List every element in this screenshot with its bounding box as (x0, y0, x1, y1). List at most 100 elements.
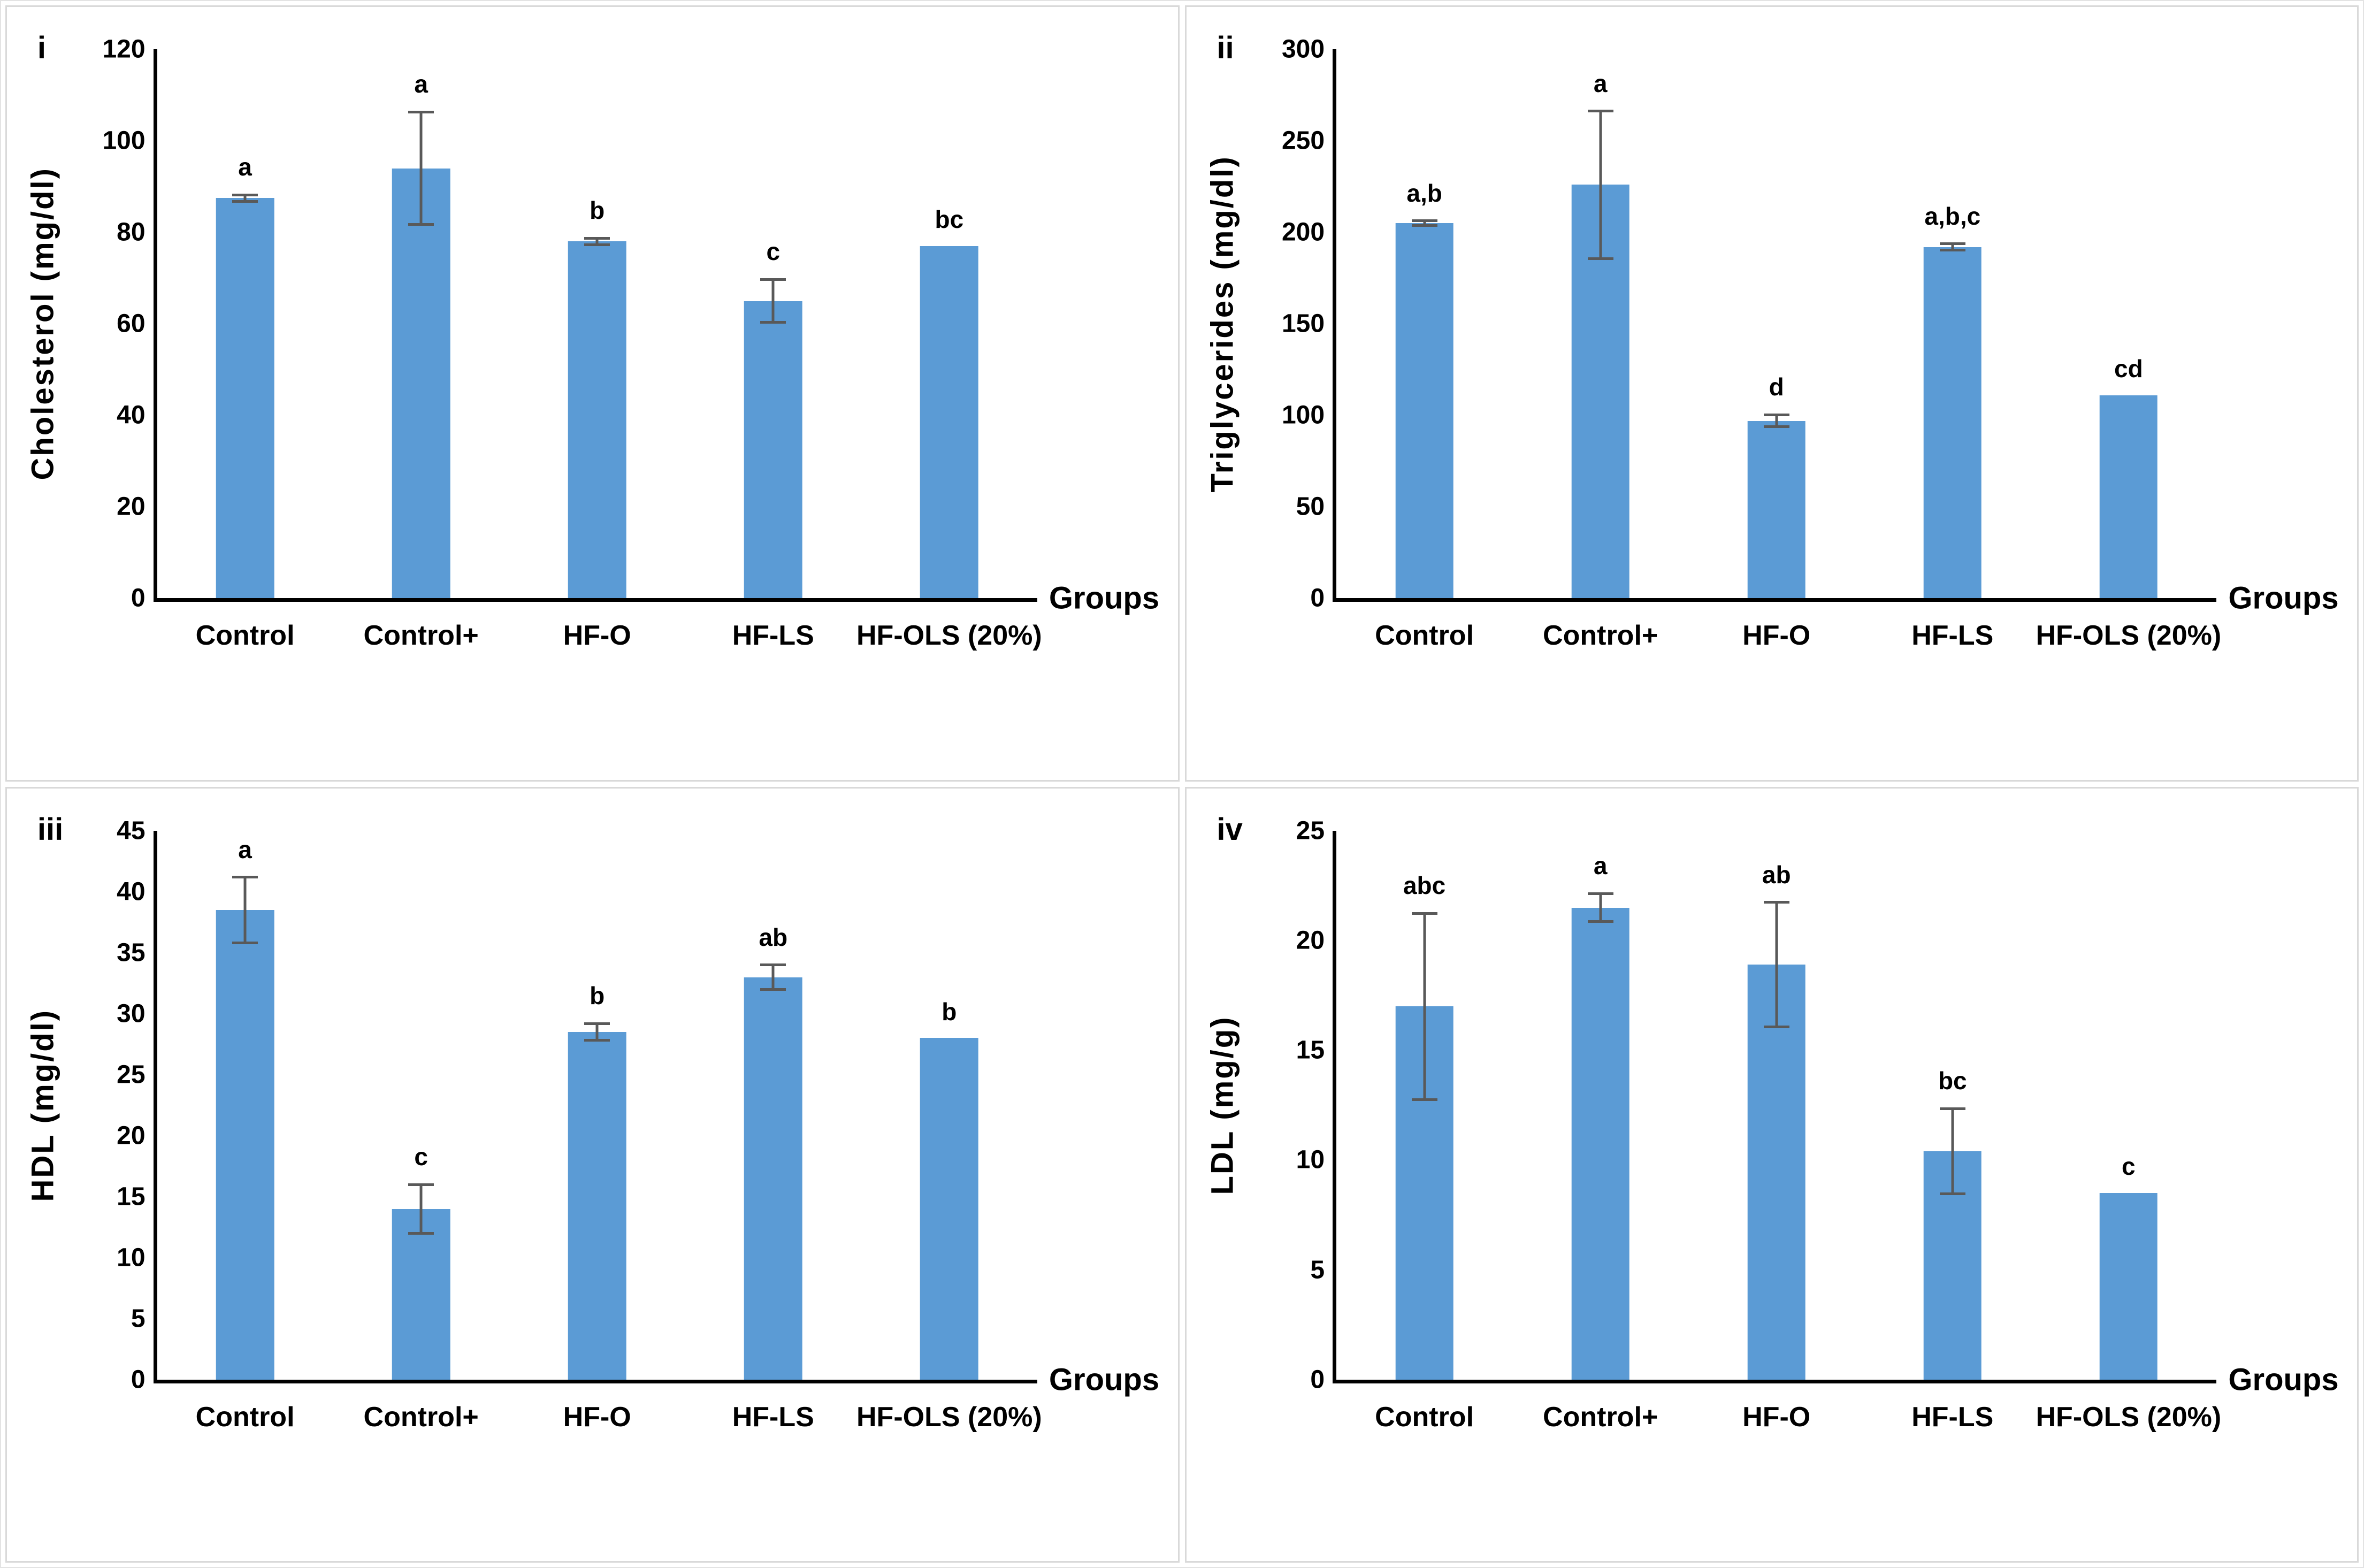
y-tick-label: 80 (117, 218, 146, 247)
error-bar (1411, 912, 1437, 1101)
x-axis-title: Groups (1049, 1362, 1160, 1397)
chart-panel-ii: ii Triglycerides (mg/dl) 0 50 100 150 200 250 30… (1184, 5, 2359, 782)
sig-letter: c (414, 1143, 428, 1171)
bar (1747, 420, 1806, 599)
error-bar-cap (1411, 1098, 1437, 1101)
sig-letter: a,b (1406, 179, 1442, 207)
error-bar-line (1423, 912, 1426, 1101)
x-category-label: Control (1375, 620, 1474, 652)
error-bar-cap (584, 1039, 610, 1042)
y-tick-label: 25 (1296, 816, 1325, 845)
panel-label: iv (1217, 812, 1243, 847)
error-bar-cap (1587, 920, 1613, 923)
error-bar-line (243, 193, 247, 203)
bar (216, 910, 274, 1380)
error-bar-cap (1763, 1026, 1789, 1029)
x-category-label: HF-OLS (20%) (856, 1401, 1042, 1433)
error-bar (1587, 892, 1613, 923)
error-bar-cap (584, 243, 610, 247)
x-category-label: HF-LS (732, 620, 814, 652)
y-tick-label: 300 (1281, 35, 1325, 64)
y-tick-label: 10 (117, 1243, 146, 1272)
error-bar (1411, 219, 1437, 227)
error-bar (1587, 110, 1613, 260)
y-tick-label: 0 (131, 1365, 146, 1394)
y-tick-label: 25 (117, 1060, 146, 1089)
bar (2099, 395, 2158, 599)
y-tick-label: 15 (117, 1182, 146, 1211)
x-category-label: Control+ (363, 1401, 479, 1433)
sig-letter: c (766, 238, 781, 266)
error-bar-cap (1411, 912, 1437, 915)
x-category-label: Control (1375, 1401, 1474, 1433)
error-bar-cap (1763, 425, 1789, 429)
bar (920, 1038, 978, 1380)
x-category-label: HF-O (563, 620, 631, 652)
sig-letter: a (414, 70, 428, 98)
sig-letter: bc (1938, 1067, 1967, 1095)
error-bar-cap (232, 941, 258, 944)
error-bar (232, 193, 258, 203)
y-tick-label: 5 (1310, 1256, 1325, 1284)
error-bar-cap (1411, 219, 1437, 223)
bar (744, 301, 802, 599)
bar (568, 1032, 626, 1380)
error-bar (1763, 413, 1789, 429)
y-tick-label: 15 (1296, 1036, 1325, 1065)
x-category-label: Control+ (363, 620, 479, 652)
error-bar-cap (408, 223, 434, 226)
sig-letter: a (238, 153, 252, 181)
y-tick-label: 0 (1310, 1365, 1325, 1394)
y-tick-label: 100 (102, 126, 146, 155)
error-bar-cap (408, 1183, 434, 1186)
error-bar-line (771, 963, 775, 991)
plot-area: 0 20 40 60 80 100 120 a Control a Control+ b HF-O c HF… (102, 35, 1159, 651)
error-bar (760, 278, 786, 324)
y-tick-label: 200 (1281, 218, 1325, 247)
y-tick-label: 120 (102, 35, 146, 64)
bar (744, 977, 802, 1380)
error-bar-cap (760, 988, 786, 991)
bar (216, 198, 274, 599)
bar (2099, 1192, 2158, 1380)
bar (920, 246, 978, 599)
y-tick-label: 150 (1281, 309, 1325, 338)
x-axis-title: Groups (1049, 580, 1160, 616)
error-bar-line (419, 111, 423, 226)
error-bar-line (1599, 110, 1602, 260)
sig-letter: b (942, 997, 957, 1026)
error-bar-line (419, 1183, 423, 1235)
y-tick-label: 30 (117, 999, 146, 1028)
error-bar (760, 963, 786, 991)
error-bar-cap (584, 236, 610, 240)
error-bar-cap (1411, 224, 1437, 227)
error-bar-cap (232, 193, 258, 196)
panel-label: i (37, 30, 47, 66)
x-category-label: Control+ (1543, 1401, 1658, 1433)
y-tick-label: 10 (1296, 1145, 1325, 1174)
error-bar-cap (1939, 242, 1965, 246)
chart-panel-iv: iv LDL (mg/g) 0 5 10 15 20 25 abc Control a Control… (1184, 786, 2359, 1563)
y-tick-label: 100 (1281, 401, 1325, 430)
sig-letter: a,b,c (1924, 202, 1981, 230)
chart-panel-iii: iii HDL (mg/dl) 0 5 10 15 20 25 30 35 40 45 a Control… (5, 786, 1180, 1563)
sig-letter: cd (2114, 355, 2143, 383)
error-bar (408, 111, 434, 226)
x-category-label: HF-LS (732, 1401, 814, 1433)
panel-label: iii (37, 812, 64, 847)
error-bar (408, 1183, 434, 1235)
y-axis-title: LDL (mg/g) (1205, 1015, 1240, 1195)
x-category-label: HF-O (563, 1401, 631, 1433)
error-bar-cap (1763, 901, 1789, 904)
sig-letter: ab (1762, 860, 1791, 889)
sig-letter: d (1769, 373, 1784, 401)
x-axis-title: Groups (2228, 580, 2339, 616)
y-tick-label: 250 (1281, 126, 1325, 155)
x-category-label: HF-O (1742, 620, 1811, 652)
y-tick-label: 5 (131, 1304, 146, 1333)
panel-label: ii (1217, 30, 1234, 66)
sig-letter: a (238, 835, 252, 863)
error-bar-cap (1587, 892, 1613, 895)
y-tick-label: 0 (131, 584, 146, 613)
error-bar (232, 876, 258, 944)
